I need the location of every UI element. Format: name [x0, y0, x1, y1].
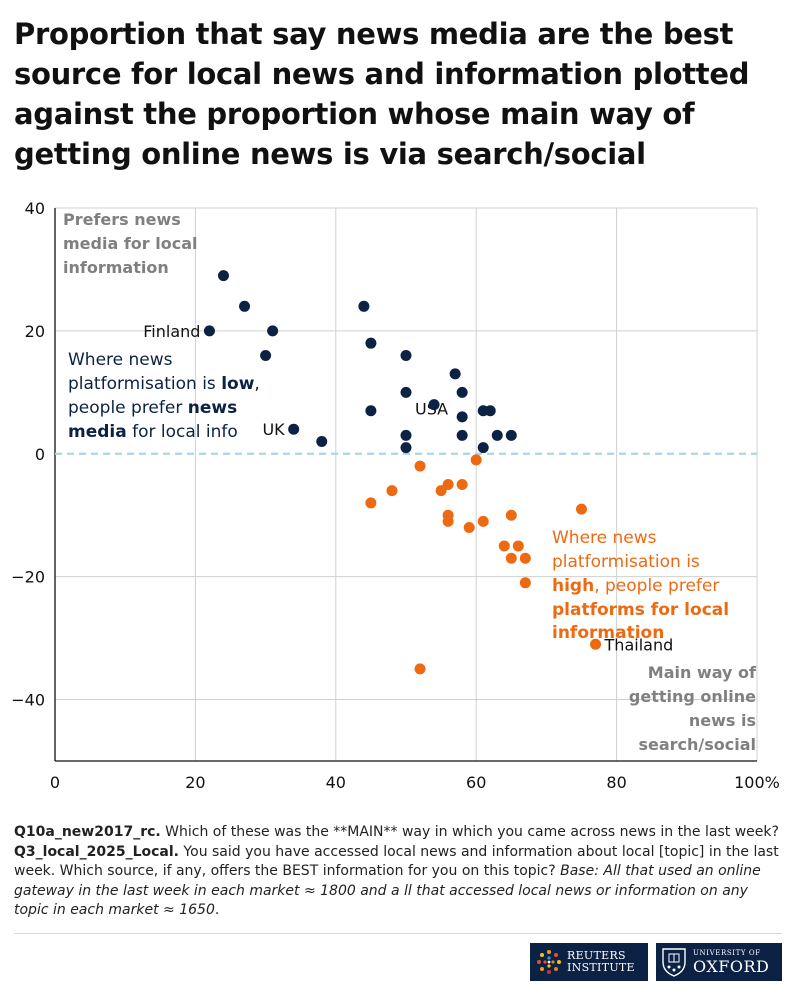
platform-preference-point — [477, 515, 489, 527]
x-tick-label: 100% — [734, 773, 780, 792]
media-preference-point — [239, 300, 251, 312]
annotation-low-line: platformisation is low, — [68, 374, 260, 394]
platform-preference-point — [414, 460, 426, 472]
media-preference-point — [505, 429, 517, 441]
platform-preference-point — [505, 552, 517, 564]
platform-preference-point — [442, 515, 454, 527]
base-note: Base: All that used an online gateway in… — [14, 863, 761, 918]
annotation-high-line: high, people prefer — [552, 576, 719, 596]
question-2-code: Q3_local_2025_Local. — [14, 843, 179, 860]
media-preference-point — [456, 386, 468, 398]
media-preference-point — [484, 405, 496, 417]
x-tick-label: 40 — [326, 773, 346, 792]
media-preference-point — [400, 429, 412, 441]
y-tick-label: 40 — [25, 199, 45, 218]
y-tick-label: −40 — [11, 691, 45, 710]
platform-preference-point — [456, 479, 468, 490]
corner-label-top-left-line: information — [63, 258, 169, 277]
media-preference-point — [316, 435, 328, 447]
media-preference-point — [288, 423, 300, 435]
country-label: Thailand — [604, 635, 674, 654]
oxford-line-1: UNIVERSITY OF — [693, 949, 761, 957]
platform-preference-point — [512, 540, 524, 552]
reuters-dots-icon — [537, 950, 561, 974]
corner-label-top-left-line: media for local — [63, 234, 197, 253]
media-preference-point — [358, 300, 370, 312]
x-tick-label: 60 — [466, 773, 486, 792]
corner-label-bottom-right-line: search/social — [638, 735, 756, 754]
media-preference-point — [217, 270, 229, 282]
question-1-text: Which of these was the **MAIN** way in w… — [160, 824, 779, 840]
media-preference-point — [267, 325, 279, 337]
x-tick-label: 20 — [185, 773, 205, 792]
x-tick-label: 80 — [606, 773, 626, 792]
annotation-high-line: platformisation is — [552, 552, 700, 572]
platform-preference-point — [442, 479, 454, 490]
scatter-chart: 0 20 40 60 80 100% 40 20 0 −20 −40 Prefers news med… — [11, 199, 780, 792]
platform-preference-point — [519, 552, 531, 564]
platform-preference-point — [519, 577, 531, 589]
chart-notes: Q10a_new2017_rc. Which of these was the … — [14, 823, 782, 921]
platform-preference-point — [498, 540, 510, 552]
oxford-line-2: OXFORD — [693, 957, 770, 976]
annotation-low-line: Where news — [68, 350, 173, 370]
reuters-institute-logo: REUTERS INSTITUTE — [530, 943, 648, 981]
question-1-code: Q10a_new2017_rc. — [14, 824, 161, 840]
country-label: UK — [262, 420, 285, 439]
corner-label-bottom-right-line: news is — [689, 711, 756, 730]
y-tick-label: −20 — [11, 568, 45, 587]
platform-preference-point — [386, 485, 398, 497]
footer-divider — [14, 933, 782, 934]
platform-preference-point — [470, 454, 482, 466]
university-of-oxford-logo: UNIVERSITY OF OXFORD — [656, 943, 782, 981]
country-label: Finland — [143, 322, 200, 341]
media-preference-point — [428, 399, 440, 411]
annotation-high-line: information — [552, 623, 664, 643]
media-preference-point — [365, 337, 377, 349]
reuters-line-2: INSTITUTE — [567, 961, 635, 974]
platform-preference-point — [365, 497, 377, 509]
platform-preference-point — [576, 503, 587, 515]
platform-preference-point — [505, 509, 517, 521]
media-preference-point — [400, 442, 412, 454]
y-tick-label: 0 — [35, 445, 45, 464]
media-preference-point — [203, 325, 215, 337]
corner-label-bottom-right-line: getting online — [629, 687, 756, 706]
media-preference-point — [449, 368, 461, 380]
media-preference-point — [491, 429, 503, 441]
media-preference-point — [456, 429, 468, 441]
annotation-high-line: Where news — [552, 528, 657, 548]
oxford-crest-icon — [662, 948, 686, 977]
chart-title: Proportion that say news media are the b… — [14, 17, 750, 171]
annotation-low-line: media for local info — [68, 422, 238, 442]
x-tick-label: 0 — [50, 773, 60, 792]
media-preference-point — [400, 386, 412, 398]
media-preference-point — [477, 442, 489, 454]
platform-preference-point — [463, 522, 475, 534]
corner-label-bottom-right-line: Main way of — [648, 663, 757, 682]
question-2-text: You said you have accessed local news an… — [14, 843, 779, 880]
annotation-low-line: people prefer news — [68, 398, 237, 418]
media-preference-point — [400, 349, 412, 361]
platform-preference-point — [414, 663, 426, 675]
media-preference-point — [456, 411, 468, 423]
annotation-high-line: platforms for local — [552, 600, 729, 620]
corner-label-top-left-line: Prefers news — [63, 210, 181, 229]
media-preference-point — [260, 349, 272, 361]
y-tick-label: 20 — [25, 322, 45, 341]
platform-preference-point — [590, 638, 602, 650]
reuters-line-1: REUTERS — [567, 949, 626, 962]
notes-end: . — [214, 902, 220, 918]
media-preference-point — [365, 405, 377, 417]
